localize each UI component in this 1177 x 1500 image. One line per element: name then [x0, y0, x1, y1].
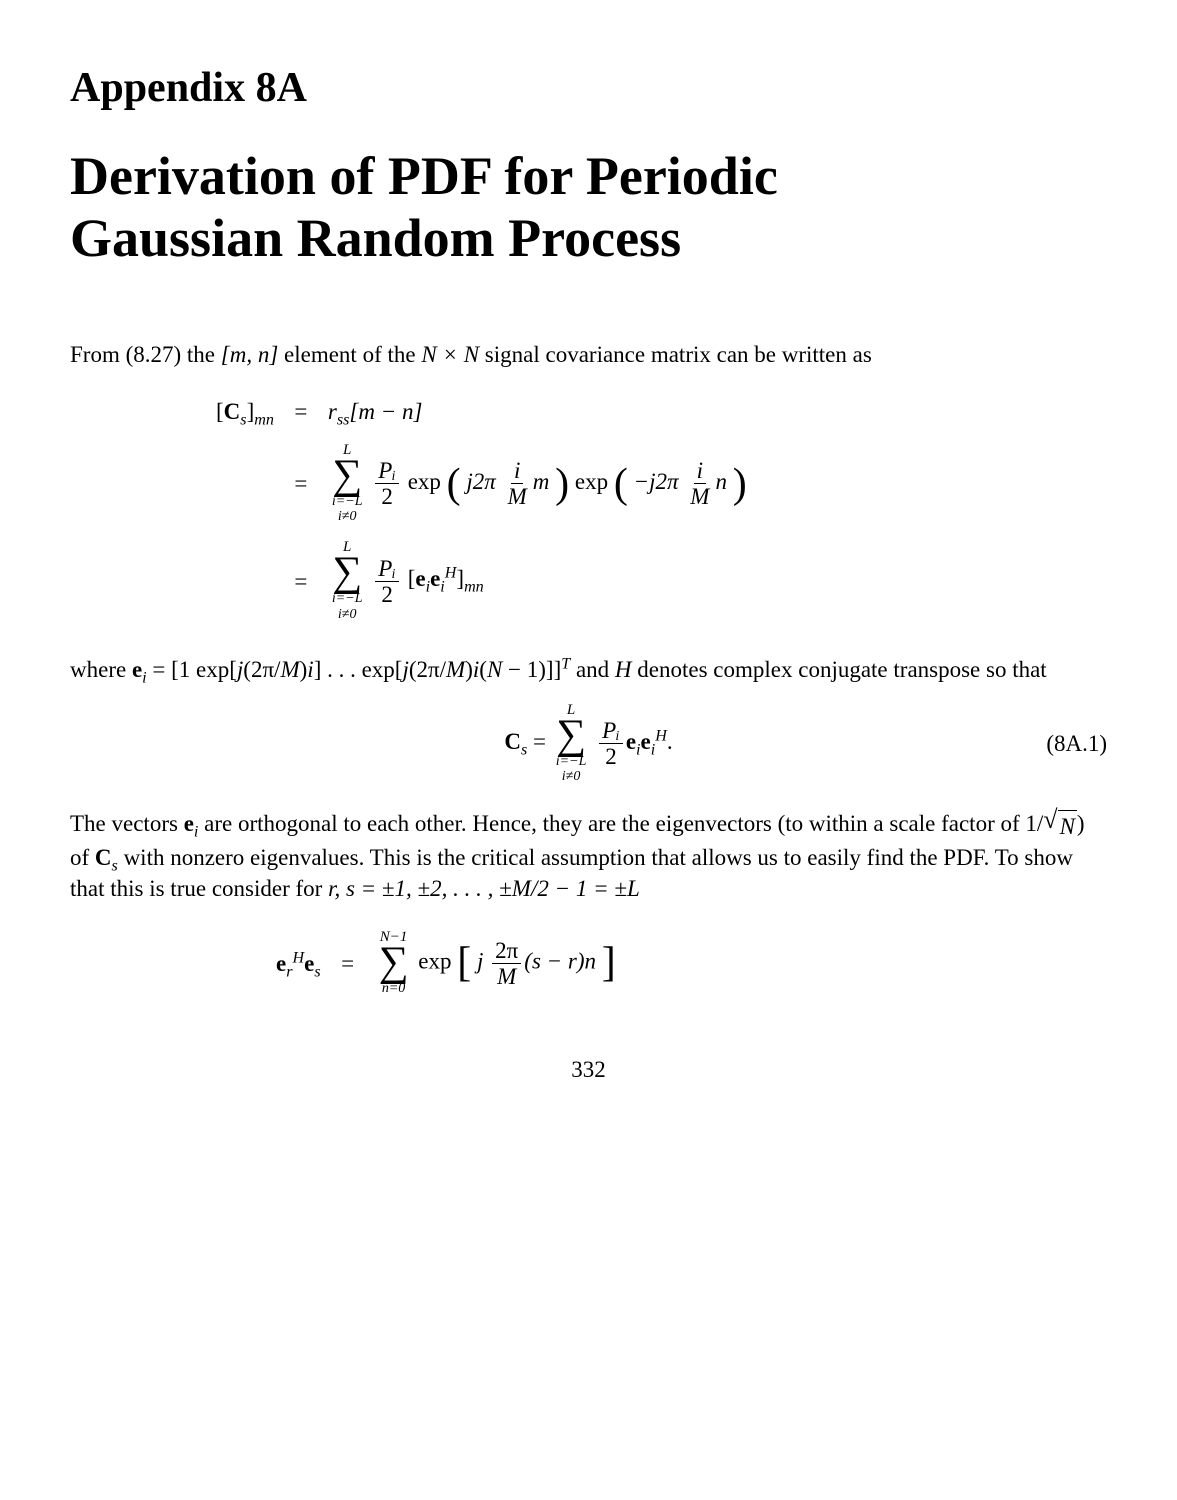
erhes-lhs: erHes — [276, 951, 321, 976]
orthogonal-paragraph: The vectors ei are orthogonal to each ot… — [70, 808, 1107, 904]
sum-1: L ∑ i=−Li≠0 — [332, 443, 363, 524]
ei-vector-def: ei = [1 exp[j(2π/M)i] . . . exp[j(2π/M)i… — [132, 657, 570, 682]
i-over-m-a: i M — [505, 459, 530, 508]
cs-eq-body: Cs = L ∑ i=−Li≠0 Pᵢ 2 eieiH. — [504, 703, 672, 784]
equation-number: (8A.1) — [1046, 728, 1107, 759]
rs-range: r, s = ±1, ±2, . . . , ±M/2 − 1 = ±L — [328, 876, 640, 901]
p1-text-c: signal covariance matrix can be written … — [479, 342, 872, 367]
twopi-over-m: 2π M — [492, 939, 521, 988]
pi-over-2-b: Pᵢ 2 — [375, 557, 399, 606]
nxn: N × N — [421, 342, 479, 367]
ei-definition-paragraph: where ei = [1 exp[j(2π/M)i] . . . exp[j(… — [70, 654, 1107, 685]
ei-eiH-mn: [eieiH]mn — [408, 566, 484, 591]
ei-vec: ei — [184, 811, 199, 836]
sum-4: N−1 ∑ n=0 — [379, 930, 409, 996]
cs-derivation-equation: [Cs]mn = rss[m − n] = L ∑ i=−Li≠0 Pᵢ 2 e… — [210, 388, 753, 630]
p3-text-b: are orthogonal to each other. Hence, the… — [198, 811, 1025, 836]
mn-element: [m, n] — [221, 342, 279, 367]
p1-text-b: element of the — [278, 342, 421, 367]
pi-over-2-a: Pᵢ 2 — [375, 459, 399, 508]
pi-over-2-c: Pᵢ 2 — [599, 719, 623, 768]
page-number: 332 — [70, 1054, 1107, 1085]
equals-1: = — [280, 388, 322, 435]
cs-mn-lhs: [Cs]mn — [216, 399, 274, 424]
erhes-equation: erHes = N−1 ∑ n=0 exp [ j 2π M (s − r)n … — [270, 922, 622, 1004]
exp-2: exp — [575, 469, 608, 494]
sum-2: L ∑ i=−Li≠0 — [332, 540, 363, 621]
equals-3: = — [280, 532, 322, 629]
rss-term: rss[m − n] — [328, 399, 423, 424]
p3-text-a: The vectors — [70, 811, 184, 836]
i-over-m-b: i M — [687, 459, 712, 508]
page-title: Derivation of PDF for Periodic Gaussian … — [70, 145, 1107, 269]
cs-sym: Cs — [95, 845, 118, 870]
p2-text-c: denotes complex conjugate transpose so t… — [632, 657, 1047, 682]
erhes-rhs: N−1 ∑ n=0 exp [ j 2π M (s − r)n ] — [369, 922, 622, 1004]
p2-text-b: and — [570, 657, 615, 682]
one-over-sqrt-n: 1/√N — [1025, 811, 1077, 836]
title-line-2: Gaussian Random Process — [70, 208, 681, 268]
equals-2: = — [280, 435, 322, 532]
sum-exp-term: L ∑ i=−Li≠0 Pᵢ 2 exp ( j2π i M m ) exp (… — [322, 435, 753, 532]
h-symbol: H — [615, 657, 632, 682]
p2-text-a: where — [70, 657, 132, 682]
title-line-1: Derivation of PDF for Periodic — [70, 146, 778, 206]
p1-text-a: From (8.27) the — [70, 342, 221, 367]
sum-3: L ∑ i=−Li≠0 — [556, 703, 587, 784]
exp-1: exp — [408, 469, 441, 494]
cs-definition-equation: Cs = L ∑ i=−Li≠0 Pᵢ 2 eieiH. (8A.1) — [70, 703, 1107, 784]
intro-paragraph: From (8.27) the [m, n] element of the N … — [70, 339, 1107, 370]
equals-4: = — [327, 922, 369, 1004]
appendix-label: Appendix 8A — [70, 60, 1107, 117]
sum-eieh-term: L ∑ i=−Li≠0 Pᵢ 2 [eieiH]mn — [322, 532, 753, 629]
